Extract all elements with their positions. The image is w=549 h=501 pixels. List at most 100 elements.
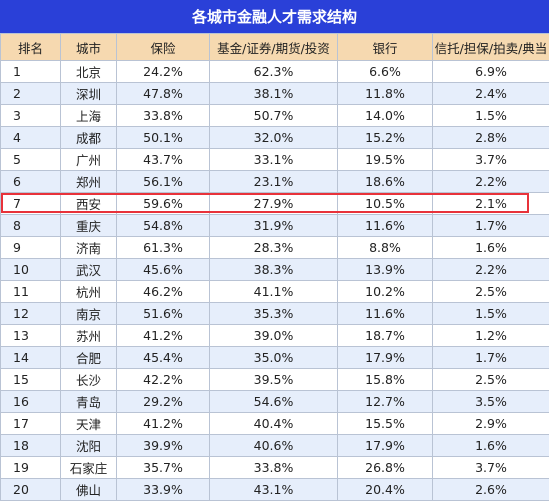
fund-cell: 33.1% (210, 149, 338, 171)
bank-cell: 15.8% (338, 369, 433, 391)
city-cell: 合肥 (61, 347, 117, 369)
fund-cell: 43.1% (210, 479, 338, 501)
bank-cell: 11.6% (338, 303, 433, 325)
fund-cell: 40.4% (210, 413, 338, 435)
fund-cell: 33.8% (210, 457, 338, 479)
insurance-cell: 41.2% (117, 413, 210, 435)
fund-cell: 31.9% (210, 215, 338, 237)
fund-cell: 35.3% (210, 303, 338, 325)
rank-cell: 15 (1, 369, 61, 391)
rank-cell: 8 (1, 215, 61, 237)
rank-cell: 17 (1, 413, 61, 435)
fund-cell: 38.1% (210, 83, 338, 105)
insurance-cell: 54.8% (117, 215, 210, 237)
rank-cell: 4 (1, 127, 61, 149)
insurance-cell: 43.7% (117, 149, 210, 171)
trust-cell: 1.6% (433, 435, 549, 457)
fund-cell: 39.0% (210, 325, 338, 347)
city-cell: 成都 (61, 127, 117, 149)
insurance-cell: 47.8% (117, 83, 210, 105)
trust-cell: 1.7% (433, 347, 549, 369)
fund-cell: 39.5% (210, 369, 338, 391)
bank-cell: 12.7% (338, 391, 433, 413)
fund-cell: 62.3% (210, 61, 338, 83)
trust-cell: 3.5% (433, 391, 549, 413)
fund-cell: 40.6% (210, 435, 338, 457)
bank-cell: 6.6% (338, 61, 433, 83)
table-title: 各城市金融人才需求结构 (0, 0, 549, 33)
trust-cell: 3.7% (433, 149, 549, 171)
insurance-cell: 42.2% (117, 369, 210, 391)
rank-cell: 19 (1, 457, 61, 479)
bank-cell: 18.6% (338, 171, 433, 193)
fund-cell: 54.6% (210, 391, 338, 413)
insurance-cell: 45.4% (117, 347, 210, 369)
header-insurance: 保险 (117, 34, 210, 61)
insurance-cell: 33.8% (117, 105, 210, 127)
rank-cell: 13 (1, 325, 61, 347)
insurance-cell: 45.6% (117, 259, 210, 281)
trust-cell: 1.7% (433, 215, 549, 237)
rank-cell: 5 (1, 149, 61, 171)
city-cell: 佛山 (61, 479, 117, 501)
bank-cell: 17.9% (338, 347, 433, 369)
rank-cell: 9 (1, 237, 61, 259)
insurance-cell: 41.2% (117, 325, 210, 347)
city-cell: 石家庄 (61, 457, 117, 479)
trust-cell: 1.2% (433, 325, 549, 347)
fund-cell: 35.0% (210, 347, 338, 369)
rank-cell: 20 (1, 479, 61, 501)
fund-cell: 32.0% (210, 127, 338, 149)
city-cell: 北京 (61, 61, 117, 83)
rank-cell: 2 (1, 83, 61, 105)
bank-cell: 11.6% (338, 215, 433, 237)
bank-cell: 19.5% (338, 149, 433, 171)
bank-cell: 8.8% (338, 237, 433, 259)
insurance-cell: 50.1% (117, 127, 210, 149)
city-cell: 青岛 (61, 391, 117, 413)
bank-cell: 15.2% (338, 127, 433, 149)
city-cell: 南京 (61, 303, 117, 325)
bank-cell: 14.0% (338, 105, 433, 127)
insurance-cell: 24.2% (117, 61, 210, 83)
rank-cell: 3 (1, 105, 61, 127)
trust-cell: 2.6% (433, 479, 549, 501)
city-cell: 西安 (61, 193, 117, 215)
bank-cell: 15.5% (338, 413, 433, 435)
trust-cell: 2.8% (433, 127, 549, 149)
trust-cell: 2.1% (433, 193, 549, 215)
trust-cell: 2.2% (433, 259, 549, 281)
rank-cell: 10 (1, 259, 61, 281)
city-cell: 郑州 (61, 171, 117, 193)
header-fund-securities: 基金/证券/期货/投资 (210, 34, 338, 61)
trust-cell: 2.5% (433, 281, 549, 303)
trust-cell: 1.5% (433, 105, 549, 127)
rank-cell: 14 (1, 347, 61, 369)
rank-cell: 16 (1, 391, 61, 413)
header-bank: 银行 (338, 34, 433, 61)
header-rank: 排名 (1, 34, 61, 61)
rank-cell: 11 (1, 281, 61, 303)
trust-cell: 1.6% (433, 237, 549, 259)
bank-cell: 20.4% (338, 479, 433, 501)
city-cell: 沈阳 (61, 435, 117, 457)
insurance-cell: 59.6% (117, 193, 210, 215)
trust-cell: 3.7% (433, 457, 549, 479)
fund-cell: 38.3% (210, 259, 338, 281)
city-cell: 济南 (61, 237, 117, 259)
city-cell: 广州 (61, 149, 117, 171)
trust-cell: 2.4% (433, 83, 549, 105)
insurance-cell: 46.2% (117, 281, 210, 303)
